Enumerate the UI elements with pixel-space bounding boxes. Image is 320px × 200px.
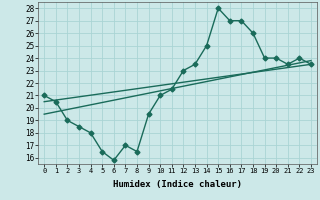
- X-axis label: Humidex (Indice chaleur): Humidex (Indice chaleur): [113, 180, 242, 189]
